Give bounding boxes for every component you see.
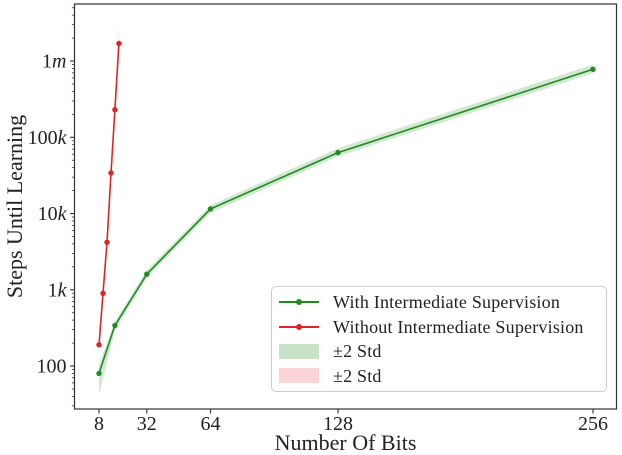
legend-patch-swatch-red xyxy=(279,368,319,384)
x-tick-label: 128 xyxy=(323,413,353,435)
legend: With Intermediate Supervision Without In… xyxy=(271,286,607,392)
legend-patch-swatch-green xyxy=(279,343,319,359)
data-point-green xyxy=(96,370,102,377)
legend-label: Without Intermediate Supervision xyxy=(333,316,584,337)
data-point-red xyxy=(108,170,114,176)
y-tick-label: 10k xyxy=(38,203,68,225)
x-axis-label: Number Of Bits xyxy=(275,430,417,455)
data-point-red xyxy=(100,290,106,296)
data-point-green xyxy=(112,322,118,329)
legend-label: ±2 Std xyxy=(333,365,382,386)
plot-area xyxy=(96,23,596,395)
series-line-green xyxy=(98,68,594,374)
data-point-red xyxy=(112,107,118,113)
data-point-red xyxy=(116,40,122,47)
legend-item-with-supervision: With Intermediate Supervision xyxy=(279,290,602,314)
legend-label: ±2 Std xyxy=(333,341,382,362)
data-point-green xyxy=(144,271,150,277)
data-point-red xyxy=(104,239,110,245)
y-tick-label: 100 xyxy=(37,356,67,378)
data-point-green xyxy=(590,66,596,73)
x-tick-label: 64 xyxy=(201,413,221,435)
data-point-green xyxy=(335,149,341,156)
x-tick-label: 8 xyxy=(94,413,104,435)
data-point-green xyxy=(207,206,214,212)
axes: 8 32 64 128 256 100 1k 10k 100k 1m xyxy=(28,7,608,435)
y-axis-label: Steps Until Learning xyxy=(2,115,27,298)
legend-item-red-band: ±2 Std xyxy=(279,364,602,388)
y-tick-label: 1k xyxy=(48,279,68,301)
legend-line-swatch-red xyxy=(279,323,319,330)
legend-item-without-supervision: Without Intermediate Supervision xyxy=(279,315,602,339)
y-tick-label: 100k xyxy=(28,127,68,149)
x-tick-label: 32 xyxy=(137,413,157,435)
x-tick-label: 256 xyxy=(578,413,608,435)
legend-line-swatch-green xyxy=(279,299,319,306)
plot-spines xyxy=(73,3,618,410)
data-point-red xyxy=(96,342,102,348)
legend-item-green-band: ±2 Std xyxy=(279,339,602,363)
y-tick-label: 1m xyxy=(42,51,66,73)
series-line-red xyxy=(98,43,120,345)
legend-label: With Intermediate Supervision xyxy=(333,292,561,313)
